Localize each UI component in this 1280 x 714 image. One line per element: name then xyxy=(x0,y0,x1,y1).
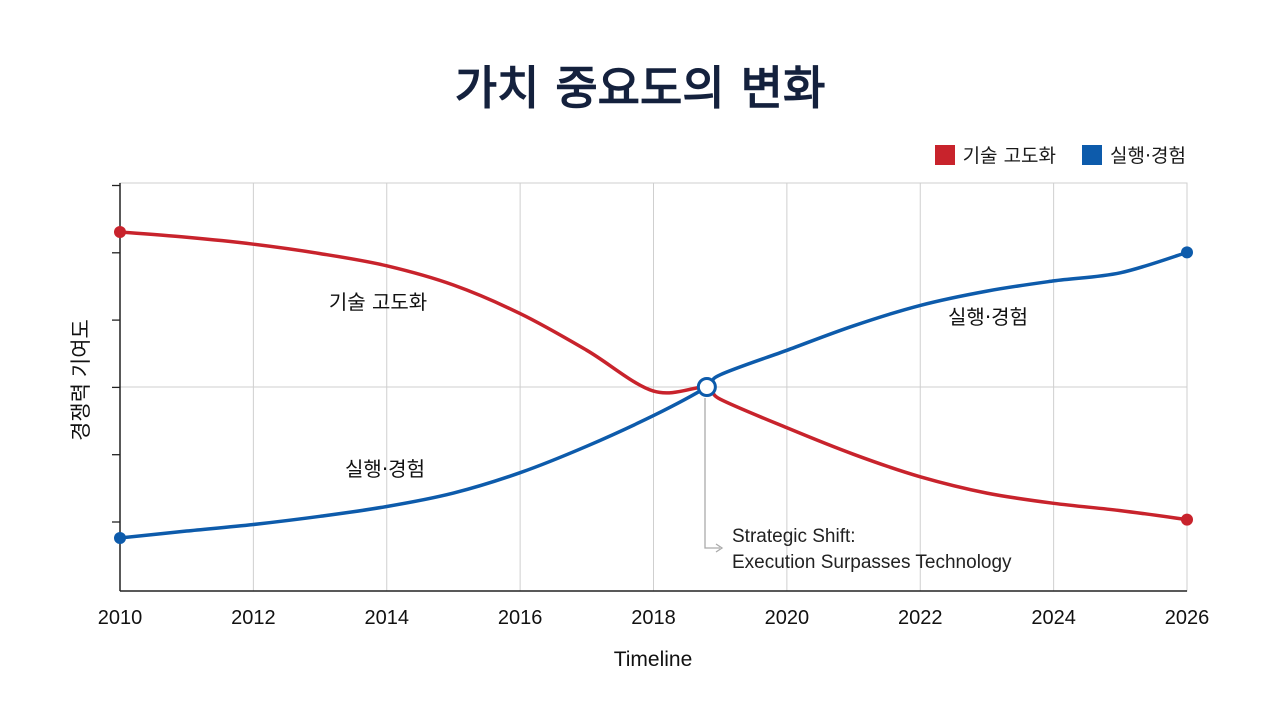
legend-swatch-tech xyxy=(934,144,955,165)
x-axis-tick-labels: 2010 2012 2014 2016 2018 2020 2022 2024 2026 xyxy=(98,607,1210,629)
x-tick-label-2012: 2012 xyxy=(231,607,276,629)
annotation-line-1: Strategic Shift: xyxy=(732,526,856,547)
series-lines xyxy=(118,230,1189,540)
legend-entry-tech: 기술 고도화 xyxy=(934,141,1057,168)
annotation-arrowhead xyxy=(715,543,724,553)
series-1-start-point xyxy=(114,531,126,544)
series-line-1 xyxy=(118,250,1189,540)
x-tick-label-2016: 2016 xyxy=(498,607,543,629)
legend-label-tech: 기술 고도화 xyxy=(962,145,1057,167)
series-0-start-point xyxy=(114,225,126,238)
grid xyxy=(119,182,1188,592)
series-0-end-point xyxy=(1181,513,1193,526)
annotation: Strategic Shift: Execution Surpasses Tec… xyxy=(704,398,1012,573)
legend-label-exec: 실행·경험 xyxy=(1110,145,1186,167)
x-tick-label-2014: 2014 xyxy=(365,607,410,629)
legend-entry-exec: 실행·경험 xyxy=(1082,141,1186,168)
x-axis-title: Timeline xyxy=(614,648,693,671)
x-tick-label-2024: 2024 xyxy=(1031,607,1076,629)
y-axis-title: 경쟁력 기여도 xyxy=(70,319,93,441)
chart-title: 가치 중요도의 변화 xyxy=(454,61,826,115)
series-label-exec-right: 실행·경험 xyxy=(948,305,1028,329)
y-axis-ticks xyxy=(112,184,120,523)
series-1-end-point xyxy=(1181,246,1193,259)
x-tick-label-2022: 2022 xyxy=(898,607,943,629)
legend-swatch-exec xyxy=(1082,144,1103,165)
series-markers xyxy=(114,225,1193,544)
x-tick-label-2018: 2018 xyxy=(631,607,676,629)
series-label-exec: 실행·경험 xyxy=(345,457,425,481)
annotation-leader-line xyxy=(704,398,720,549)
x-tick-label-2020: 2020 xyxy=(765,607,810,629)
series-label-tech: 기술 고도화 xyxy=(329,290,427,314)
annotation-line-2: Execution Surpasses Technology xyxy=(732,552,1012,573)
x-tick-label-2010: 2010 xyxy=(98,607,143,629)
series-line-0 xyxy=(118,230,1189,522)
crossover-point xyxy=(696,377,717,397)
x-tick-label-2026: 2026 xyxy=(1165,607,1210,629)
legend: 기술 고도화 실행·경험 xyxy=(934,141,1186,168)
